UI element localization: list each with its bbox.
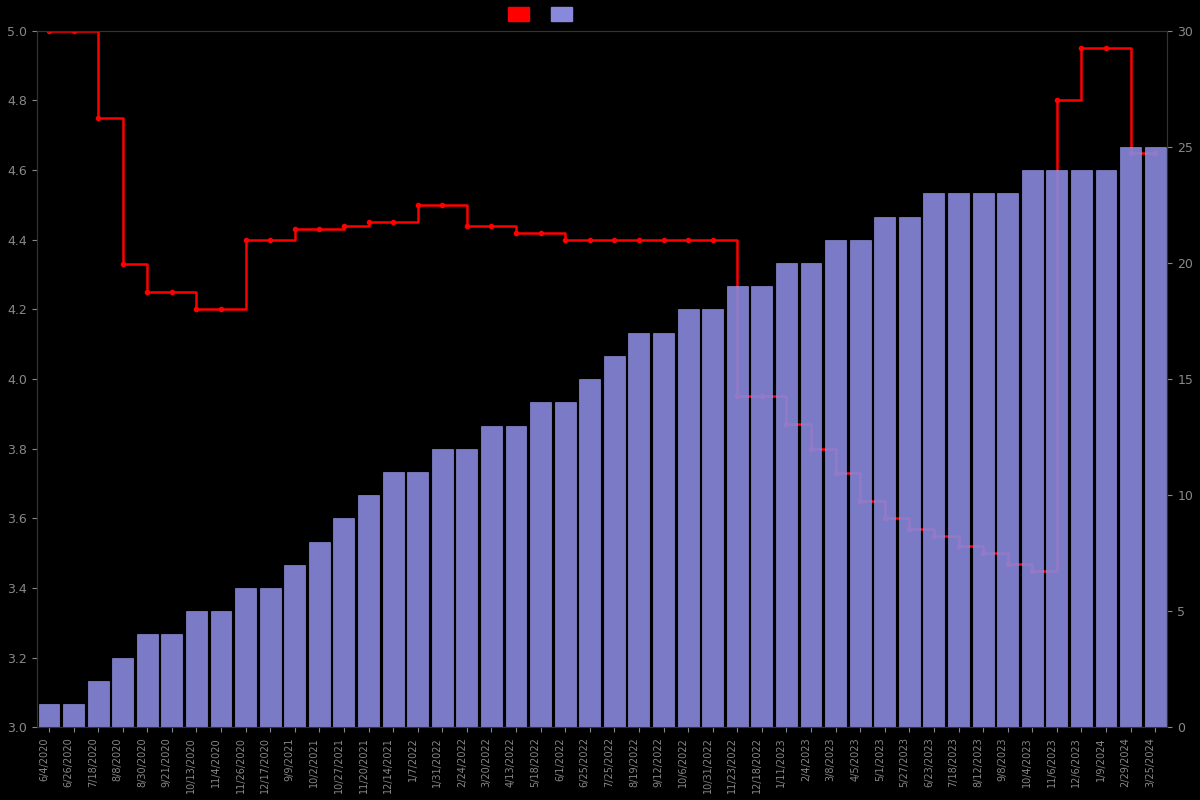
Bar <box>383 472 403 727</box>
Bar <box>334 518 354 727</box>
Bar <box>162 634 182 727</box>
Bar <box>284 565 305 727</box>
Bar <box>456 449 478 727</box>
Bar <box>776 263 797 727</box>
Bar <box>1120 147 1141 727</box>
Bar <box>629 333 649 727</box>
Bar <box>948 194 968 727</box>
Bar <box>899 217 919 727</box>
Bar <box>875 217 895 727</box>
Bar <box>1145 147 1165 727</box>
Bar <box>826 240 846 727</box>
Bar <box>702 310 724 727</box>
Bar <box>1096 170 1116 727</box>
Bar <box>530 402 551 727</box>
Bar <box>678 310 698 727</box>
Bar <box>653 333 674 727</box>
Legend: , : , <box>504 3 587 26</box>
Bar <box>554 402 576 727</box>
Bar <box>1022 170 1043 727</box>
Bar <box>580 379 600 727</box>
Bar <box>1070 170 1092 727</box>
Bar <box>407 472 428 727</box>
Bar <box>137 634 157 727</box>
Bar <box>113 658 133 727</box>
Bar <box>751 286 773 727</box>
Bar <box>973 194 994 727</box>
Bar <box>64 704 84 727</box>
Bar <box>481 426 502 727</box>
Bar <box>38 704 60 727</box>
Bar <box>997 194 1018 727</box>
Bar <box>88 681 108 727</box>
Bar <box>210 611 232 727</box>
Bar <box>924 194 944 727</box>
Bar <box>308 542 330 727</box>
Bar <box>604 356 625 727</box>
Bar <box>800 263 822 727</box>
Bar <box>1046 170 1067 727</box>
Bar <box>186 611 206 727</box>
Bar <box>727 286 748 727</box>
Bar <box>259 588 281 727</box>
Bar <box>432 449 452 727</box>
Bar <box>235 588 256 727</box>
Bar <box>505 426 527 727</box>
Bar <box>850 240 871 727</box>
Bar <box>358 495 379 727</box>
